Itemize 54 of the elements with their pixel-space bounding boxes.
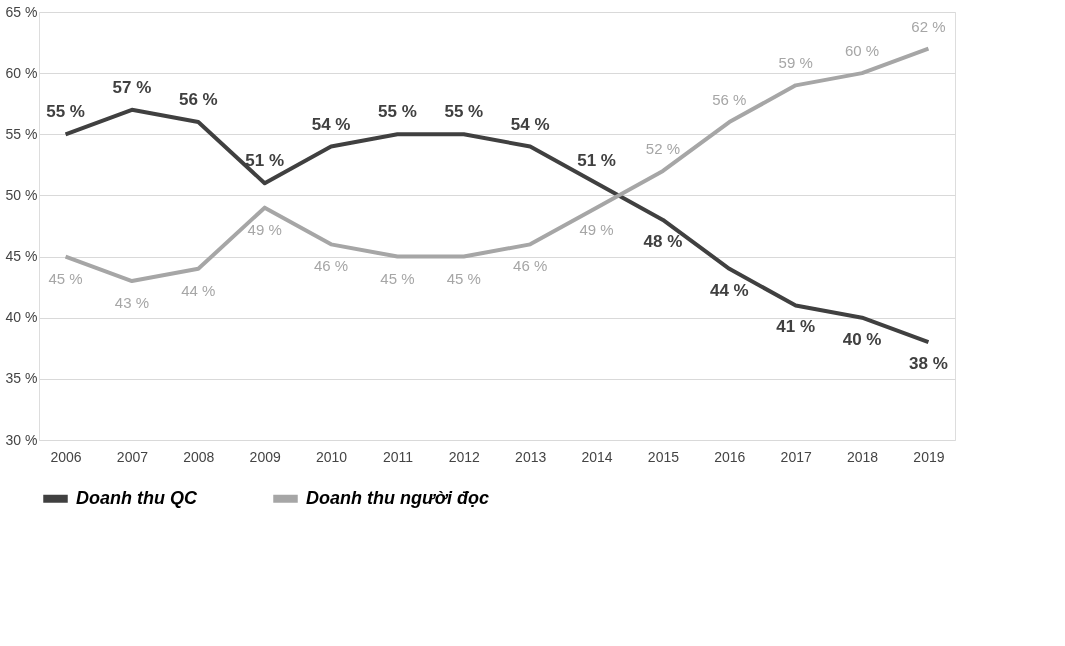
data-label: 55 % xyxy=(378,102,417,122)
x-tick-label: 2015 xyxy=(647,448,680,465)
x-tick-label: 2010 xyxy=(315,448,348,465)
x-tick-label: 2018 xyxy=(846,448,879,465)
legend-label: Doanh thu người đọc xyxy=(306,487,489,508)
data-label: 45 % xyxy=(380,269,415,287)
x-tick-label: 2007 xyxy=(116,448,149,465)
x-tick-label: 2019 xyxy=(913,448,945,465)
y-tick-label: 45 % xyxy=(5,248,38,265)
data-label: 56 % xyxy=(712,91,747,109)
data-label: 45 % xyxy=(446,269,481,287)
data-label: 49 % xyxy=(579,220,614,238)
data-label: 40 % xyxy=(842,329,882,349)
data-label: 44 % xyxy=(709,280,749,300)
x-tick-label: 2006 xyxy=(50,448,82,465)
data-label: 46 % xyxy=(313,257,349,275)
data-label: 51 % xyxy=(245,151,285,171)
data-label: 49 % xyxy=(247,220,282,238)
y-tick-label: 65 % xyxy=(5,3,38,20)
data-label: 62 % xyxy=(911,17,946,35)
y-tick-label: 60 % xyxy=(5,64,38,81)
data-label: 55 % xyxy=(444,102,484,122)
line-series xyxy=(63,107,931,345)
x-tick-label: 2017 xyxy=(780,448,812,465)
data-label: 55 % xyxy=(46,102,85,122)
data-label: 46 % xyxy=(513,257,548,275)
data-label: 48 % xyxy=(643,231,683,251)
y-tick-label: 35 % xyxy=(5,370,38,387)
y-tick-label: 50 % xyxy=(5,186,38,203)
x-tick-label: 2012 xyxy=(448,448,481,465)
data-label: 54 % xyxy=(311,114,351,134)
data-label: 56 % xyxy=(178,90,218,110)
x-tick-label: 2013 xyxy=(515,448,547,465)
x-tick-label: 2009 xyxy=(249,448,281,465)
y-tick-label: 30 % xyxy=(5,431,38,448)
legend-label: Doanh thu QC xyxy=(76,487,198,508)
x-tick-label: 2014 xyxy=(581,448,613,465)
data-label: 41 % xyxy=(776,317,816,337)
data-label: 45 % xyxy=(48,269,83,287)
data-label: 52 % xyxy=(645,139,681,157)
data-label: 60 % xyxy=(844,42,880,60)
data-label: 54 % xyxy=(510,114,550,134)
x-tick-label: 2011 xyxy=(382,448,414,465)
line-series xyxy=(63,46,931,284)
data-label: 57 % xyxy=(112,77,152,97)
y-tick-label: 40 % xyxy=(5,309,38,326)
data-label: 44 % xyxy=(181,281,216,299)
data-label: 51 % xyxy=(577,151,616,171)
data-label: 43 % xyxy=(114,294,150,312)
data-label: 38 % xyxy=(909,354,948,374)
y-tick-label: 55 % xyxy=(5,125,38,142)
data-label: 59 % xyxy=(778,54,813,72)
x-tick-label: 2016 xyxy=(714,448,746,465)
x-tick-label: 2008 xyxy=(183,448,215,465)
